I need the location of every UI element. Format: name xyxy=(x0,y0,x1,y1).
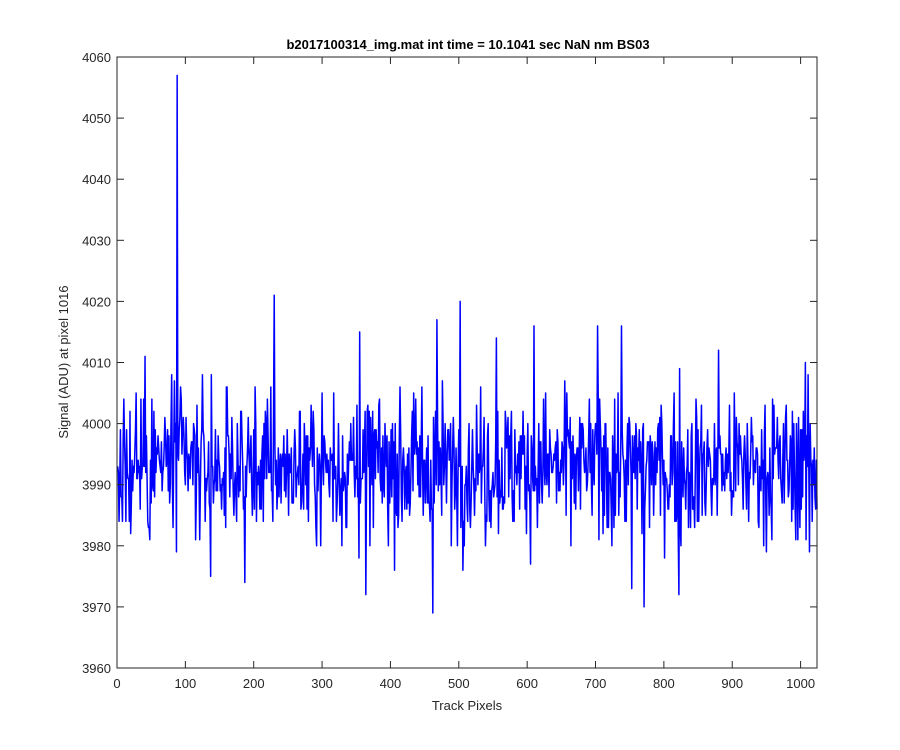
series-layer xyxy=(116,74,818,614)
x-tick-label: 100 xyxy=(175,676,197,691)
y-tick-label: 3970 xyxy=(82,600,111,615)
x-tick-label: 900 xyxy=(721,676,743,691)
y-tick-label: 3990 xyxy=(82,478,111,493)
x-tick-label: 1000 xyxy=(786,676,815,691)
y-tick-label: 4060 xyxy=(82,50,111,65)
series-line xyxy=(116,74,818,614)
axes-box xyxy=(116,56,818,669)
y-tick-label: 4030 xyxy=(82,233,111,248)
y-axis-label: Signal (ADU) at pixel 1016 xyxy=(56,285,71,438)
plot-area xyxy=(117,57,817,668)
x-axis-label: Track Pixels xyxy=(432,698,503,713)
x-tick-label: 600 xyxy=(516,676,538,691)
chart-title: b2017100314_img.mat int time = 10.1041 s… xyxy=(286,37,649,52)
x-tick-label: 800 xyxy=(653,676,675,691)
y-tick-label: 4010 xyxy=(82,356,111,371)
y-tick-label: 3960 xyxy=(82,661,111,676)
x-tick-label: 400 xyxy=(380,676,402,691)
tick-layer: 0 100 200 300 400 500 600 700 800 900 1000 3960 3970… xyxy=(82,50,817,691)
x-tick-label: 0 xyxy=(113,676,120,691)
y-tick-label: 4040 xyxy=(82,172,111,187)
y-tick-label: 4020 xyxy=(82,294,111,309)
y-tick-label: 4000 xyxy=(82,417,111,432)
y-tick-label: 3980 xyxy=(82,539,111,554)
y-tick-label: 4050 xyxy=(82,111,111,126)
x-tick-label: 200 xyxy=(243,676,265,691)
x-tick-label: 300 xyxy=(311,676,333,691)
x-tick-label: 700 xyxy=(585,676,607,691)
x-tick-label: 500 xyxy=(448,676,470,691)
